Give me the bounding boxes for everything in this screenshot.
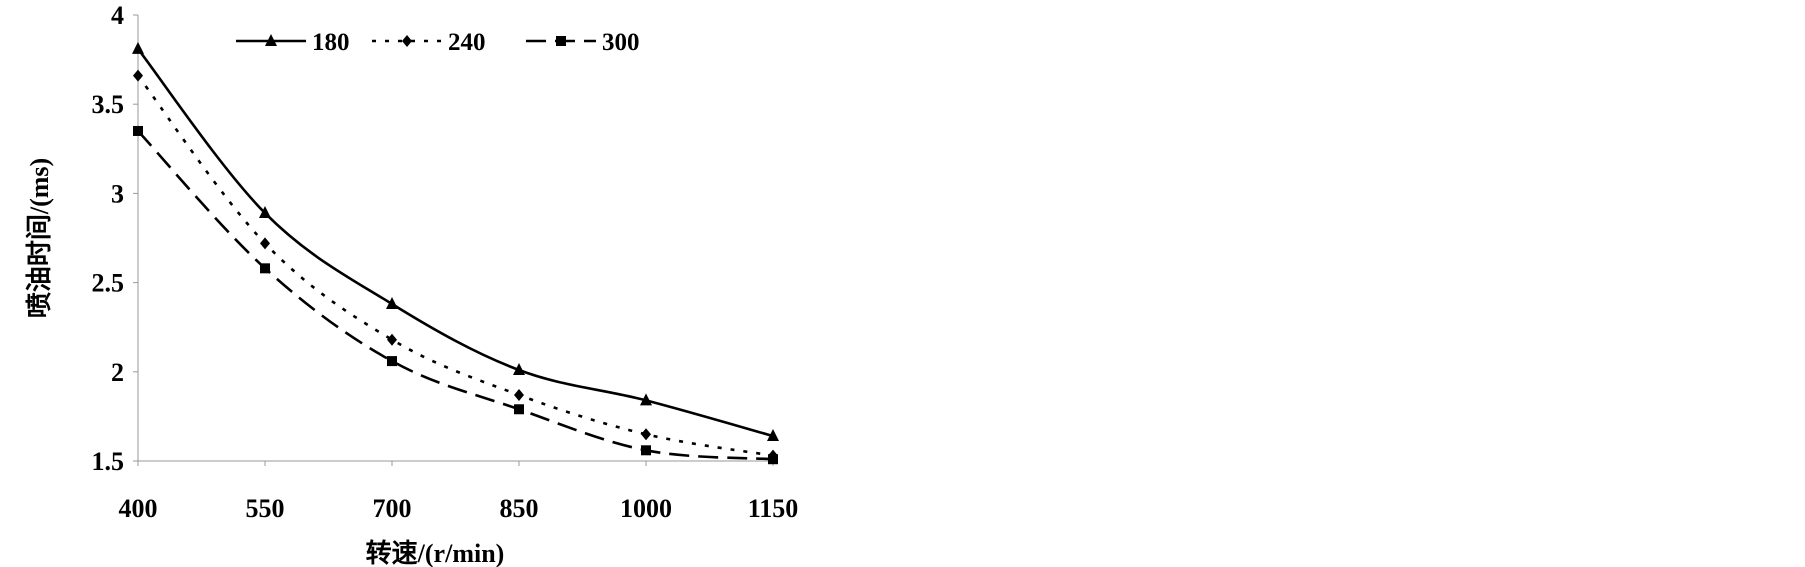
data-point-square: [514, 404, 524, 415]
legend-marker-square: [556, 36, 566, 46]
series-300: [133, 125, 778, 465]
legend-marker-triangle: [265, 34, 277, 46]
data-point-square: [641, 445, 651, 456]
data-point-square: [133, 125, 143, 136]
data-point-square: [768, 454, 778, 465]
y-tick-label: 2: [111, 358, 124, 387]
data-point-square: [387, 356, 397, 367]
x-tick-label: 850: [500, 494, 539, 523]
data-point-diamond: [133, 69, 143, 82]
series-line-180: [136, 48, 774, 438]
x-tick-label: 700: [373, 494, 412, 523]
data-point-triangle: [640, 393, 652, 406]
data-point-triangle: [259, 206, 271, 219]
data-point-triangle: [513, 363, 525, 376]
x-tick-label: 1000: [620, 494, 672, 523]
data-point-triangle: [767, 429, 779, 442]
data-point-square: [260, 263, 270, 274]
legend-label-180: 180: [312, 29, 350, 56]
x-tick-label: 1150: [748, 494, 799, 523]
data-point-diamond: [641, 428, 651, 441]
series-group: [132, 41, 779, 465]
data-point-triangle: [132, 41, 144, 54]
data-point-diamond: [387, 333, 397, 346]
legend-marker-diamond: [402, 35, 412, 47]
series-line-300: [137, 130, 774, 461]
series-240: [133, 69, 778, 462]
x-tick-label: 550: [246, 494, 285, 523]
y-tick-label: 1.5: [92, 447, 125, 476]
data-point-triangle: [386, 297, 398, 310]
y-tick-label: 2.5: [92, 269, 125, 298]
x-tick-label: 400: [119, 494, 158, 523]
data-point-diamond: [514, 388, 524, 401]
series-180: [132, 41, 779, 442]
x-axis-label: 转速/(r/min): [366, 539, 505, 567]
axes: 1.5 2 2.5 3 3.5 4 400 550 700 850 1000 1150: [92, 1, 799, 523]
data-point-diamond: [260, 237, 270, 250]
y-tick-label: 4: [111, 1, 124, 30]
y-tick-label: 3.5: [92, 90, 125, 119]
legend: 180 240 300: [236, 29, 640, 56]
series-line-240: [136, 74, 774, 457]
y-tick-label: 3: [111, 179, 124, 208]
legend-label-300: 300: [602, 29, 640, 56]
y-axis-label: 喷油时间/(ms): [25, 158, 54, 318]
legend-label-240: 240: [448, 29, 486, 56]
